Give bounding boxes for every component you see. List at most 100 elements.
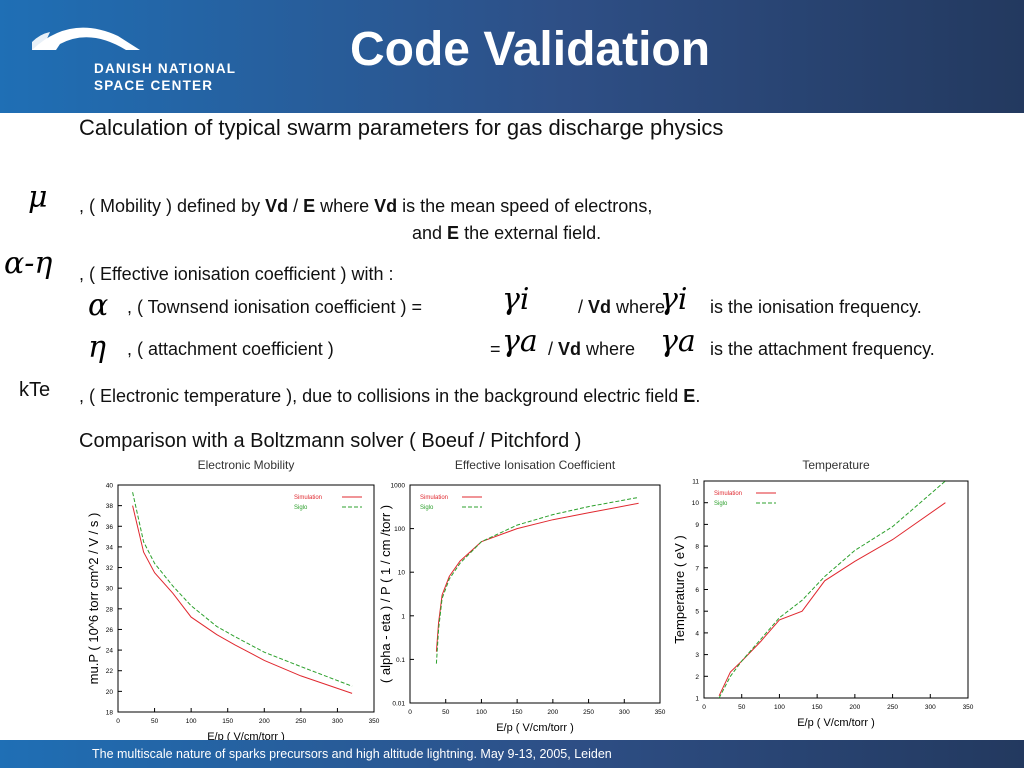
plot-frame	[703, 480, 969, 699]
legend-label: Siglo	[714, 501, 728, 507]
x-tick-label: 300	[332, 718, 343, 725]
comparison-heading: Comparison with a Boltzmann solver ( Boe…	[79, 430, 582, 452]
y-axis-label: mu.P ( 10^6 torr cm^2 / V / s )	[86, 513, 101, 685]
y-tick-label: 9	[695, 522, 699, 529]
series-line-simulation	[718, 502, 946, 697]
y-tick-label: 7	[695, 565, 699, 572]
x-tick-label: 250	[295, 718, 306, 725]
plot-frame	[409, 484, 661, 704]
x-tick-label: 100	[774, 704, 785, 711]
x-axis-label: E/p ( V/cm/torr )	[797, 717, 875, 729]
x-tick-label: 150	[812, 704, 823, 711]
temperature-line: , ( Electronic temperature ), due to col…	[79, 386, 700, 407]
townsend-slash: /	[578, 297, 589, 317]
attachment-vd: Vd	[558, 339, 582, 359]
logo-line-1: DANISH NATIONAL	[94, 61, 237, 76]
y-tick-label: 28	[106, 606, 114, 613]
page-title: Code Validation	[350, 23, 711, 76]
gamma-a-symbol-icon-2: γa	[660, 324, 696, 359]
legend-label: Simulation	[420, 495, 448, 501]
attachment-frequency-text: is the attachment frequency.	[710, 339, 935, 359]
y-tick-label: 0.1	[396, 657, 405, 664]
series-line-simulation	[435, 502, 639, 652]
x-tick-label: 0	[116, 718, 120, 725]
x-tick-label: 300	[619, 709, 630, 716]
x-tick-label: 250	[583, 709, 594, 716]
mobility-and: and	[412, 223, 448, 243]
x-tick-label: 50	[442, 709, 450, 716]
y-tick-label: 26	[106, 627, 114, 634]
y-tick-label: 8	[695, 544, 699, 551]
y-tick-label: 10	[692, 500, 700, 507]
mobility-e: E	[303, 196, 316, 216]
y-tick-label: 38	[106, 503, 114, 510]
x-tick-label: 150	[512, 709, 523, 716]
y-tick-label: 32	[106, 565, 114, 572]
y-tick-label: 1	[401, 613, 405, 620]
y-tick-label: 1	[695, 696, 699, 703]
y-axis-label: ( alpha - eta ) / P ( 1 / cm /torr )	[378, 505, 393, 683]
townsend-text: , ( Townsend ionisation coefficient ) =	[127, 297, 423, 317]
mobility-line-2: and E the external field.	[412, 223, 601, 244]
temperature-e: E	[683, 386, 696, 406]
x-tick-label: 100	[476, 709, 487, 716]
y-tick-label: 0.01	[392, 701, 405, 708]
y-tick-label: 5	[695, 609, 699, 616]
eta-symbol-icon: η	[88, 330, 106, 365]
y-tick-label: 11	[692, 479, 699, 486]
temperature-dot: .	[695, 386, 701, 406]
mobility-text-g: is the mean speed of electrons,	[397, 196, 653, 216]
townsend-where: where	[611, 297, 666, 317]
mobility-vd: Vd	[265, 196, 289, 216]
x-tick-label: 350	[963, 704, 974, 711]
y-tick-label: 2	[695, 674, 699, 681]
legend-label: Siglo	[420, 505, 434, 511]
y-tick-label: 18	[106, 710, 114, 717]
attachment-text: , ( attachment coefficient )	[127, 339, 334, 359]
x-tick-label: 350	[655, 709, 666, 716]
x-tick-label: 50	[738, 704, 746, 711]
y-tick-label: 4	[695, 630, 699, 637]
gamma-a-symbol-icon: γa	[502, 324, 538, 359]
footer-text: The multiscale nature of sparks precurso…	[92, 747, 612, 761]
ionisation-chart: Effective Ionisation Coefficient 0 50 100 15…	[378, 458, 666, 734]
x-tick-label: 200	[849, 704, 860, 711]
legend-label: Siglo	[294, 505, 308, 511]
temperature-text: , ( Electronic temperature ), due to col…	[79, 386, 684, 406]
x-tick-label: 200	[259, 718, 270, 725]
mobility-line-1: , ( Mobility ) defined by Vd / E where V…	[79, 196, 652, 217]
series-line-siglo	[718, 480, 946, 699]
y-tick-label: 34	[106, 544, 114, 551]
y-tick-label: 6	[695, 587, 699, 594]
attachment-slash: /	[548, 339, 559, 359]
effective-ionisation-line: , ( Effective ionisation coefficient ) w…	[79, 264, 394, 284]
series-line-siglo	[132, 492, 353, 687]
intro-heading: Calculation of typical swarm parameters …	[79, 115, 724, 140]
mobility-where: where	[315, 196, 375, 216]
alpha-symbol-icon: α	[88, 288, 109, 323]
x-tick-label: 0	[408, 709, 412, 716]
mobility-e-2: E	[447, 223, 460, 243]
y-tick-label: 20	[106, 689, 114, 696]
plot-frame	[117, 484, 375, 713]
series-line-simulation	[132, 505, 353, 694]
mobility-text-a: , ( Mobility ) defined by	[79, 196, 266, 216]
x-axis-label: E/p ( V/cm/torr )	[496, 722, 574, 734]
gamma-i-symbol-icon: γi	[502, 282, 530, 317]
chart-title: Electronic Mobility	[198, 458, 295, 472]
mobility-slash: /	[288, 196, 304, 216]
chart-title: Temperature	[802, 458, 870, 472]
y-tick-label: 40	[106, 483, 114, 490]
y-tick-label: 22	[106, 668, 114, 675]
kte-label: kTe	[19, 379, 51, 401]
y-tick-label: 1000	[391, 483, 406, 490]
townsend-vd: Vd	[588, 297, 612, 317]
dnsc-logo-icon	[32, 27, 140, 50]
y-axis-label: Temperature ( eV )	[674, 535, 687, 643]
logo-text: DANISH NATIONAL SPACE CENTER	[94, 60, 236, 94]
x-tick-label: 250	[887, 704, 898, 711]
x-tick-label: 0	[702, 704, 706, 711]
mobility-chart: Electronic Mobility 0 50 100 150 200 250 300 350…	[86, 458, 380, 740]
alpha-minus-eta-symbol-icon: α-η	[4, 246, 53, 281]
x-axis-label: E/p ( V/cm/torr )	[207, 731, 285, 740]
